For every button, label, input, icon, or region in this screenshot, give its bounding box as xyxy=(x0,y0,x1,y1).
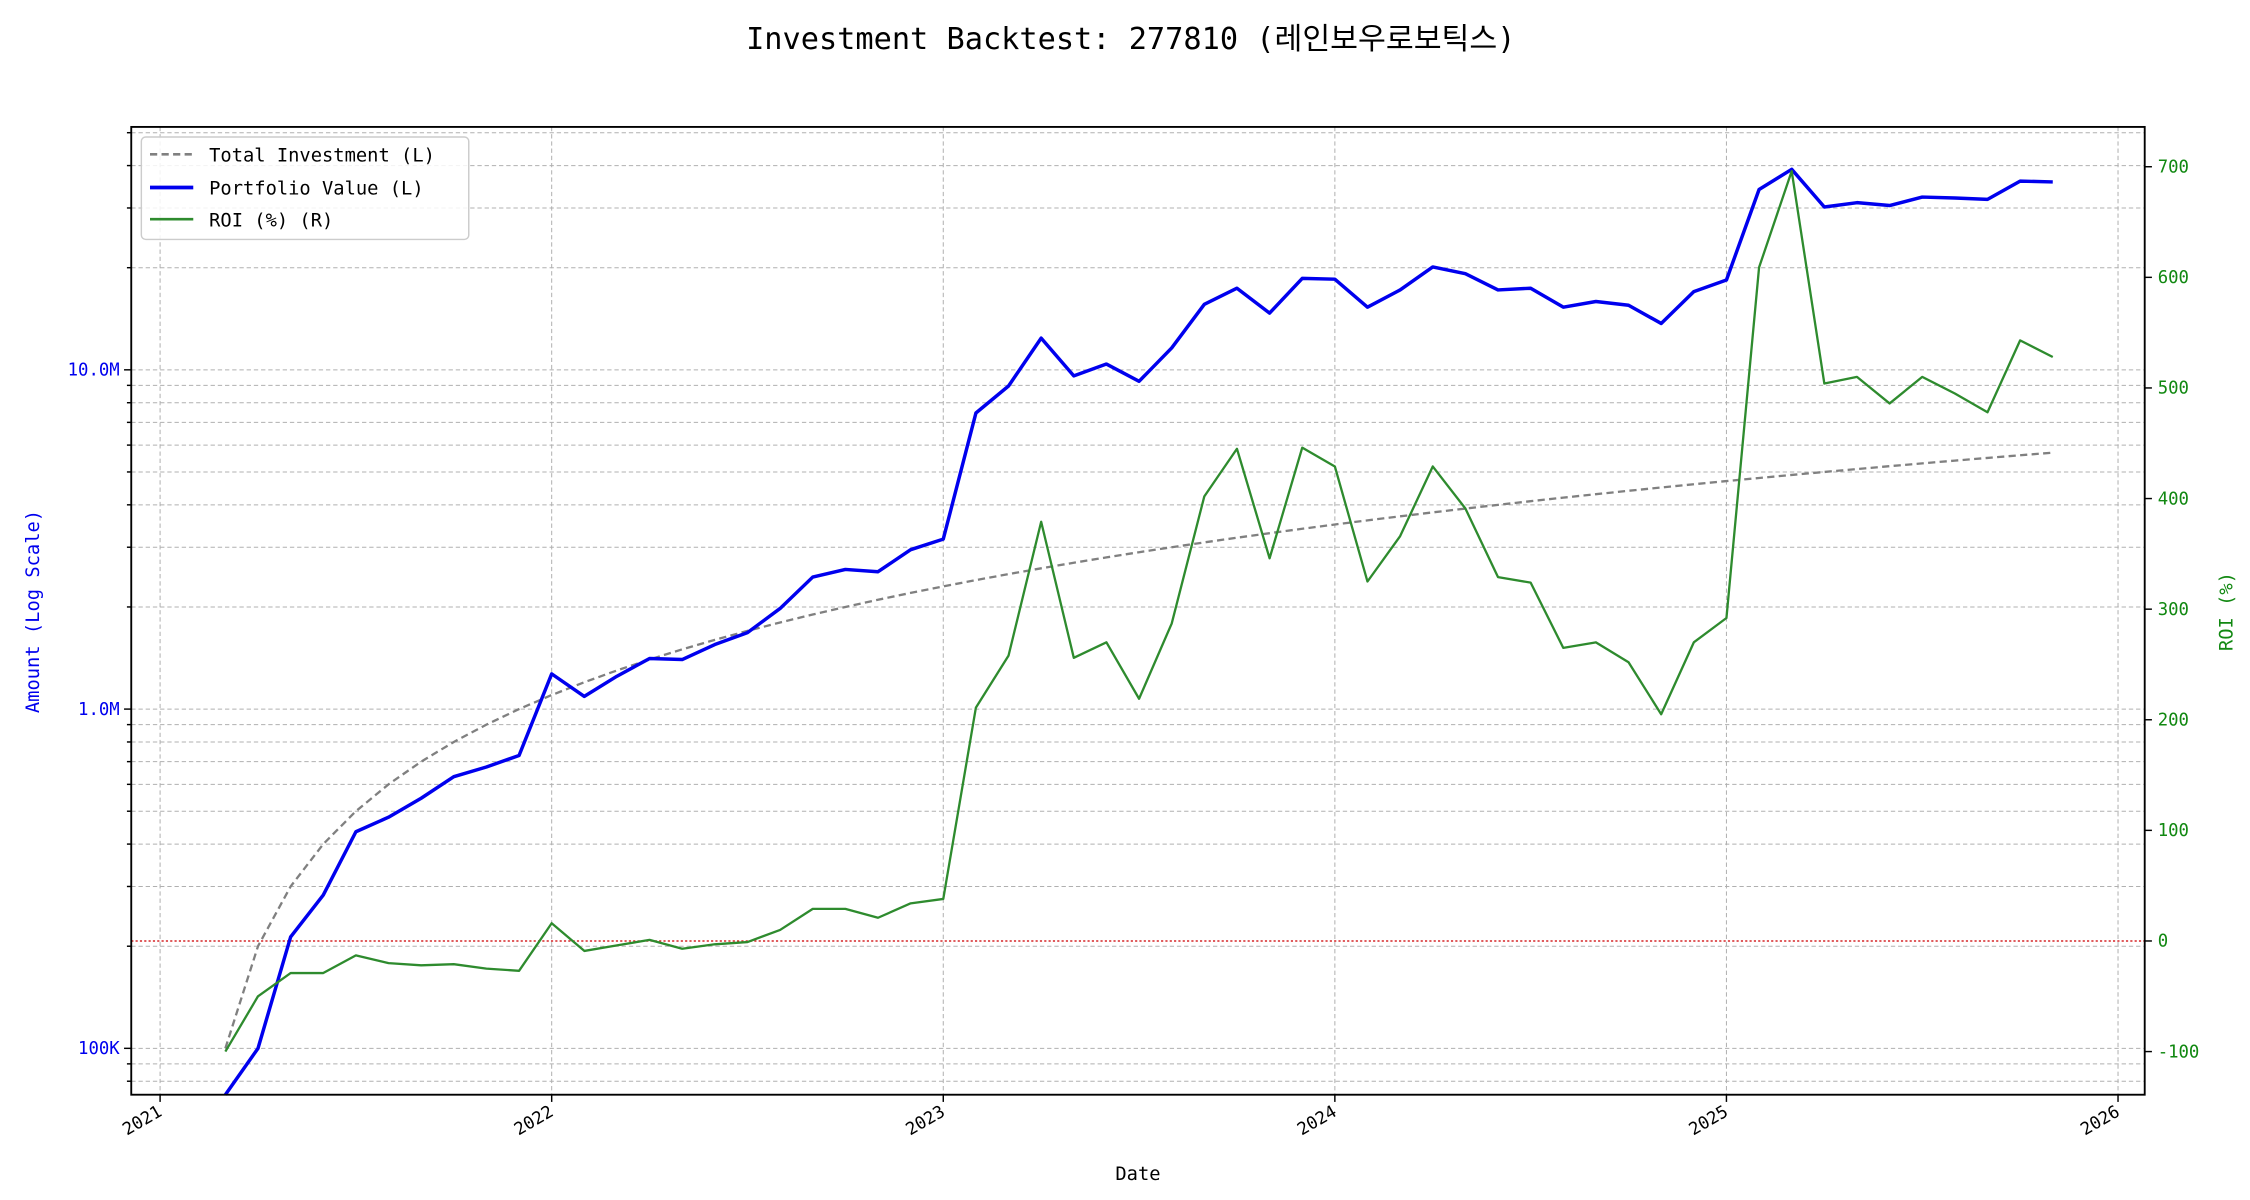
x-axis-label: Date xyxy=(1115,1164,1160,1185)
legend: Total Investment (L) Portfolio Value (L)… xyxy=(140,136,470,241)
x-tick-label: 2022 xyxy=(511,1102,557,1140)
x-tick-label: 2025 xyxy=(1686,1102,1732,1140)
right-tick-label: 700 xyxy=(2158,158,2189,178)
roi-line xyxy=(224,170,2054,1053)
x-tick-label: 2024 xyxy=(1294,1102,1340,1140)
x-tick-label: 2021 xyxy=(119,1102,165,1140)
legend-label-total: Total Investment (L) xyxy=(209,146,435,167)
left-tick-label: 1.0M xyxy=(78,700,120,720)
right-tick-label: 500 xyxy=(2158,379,2189,399)
legend-label-portfolio: Portfolio Value (L) xyxy=(209,179,423,200)
left-tick-label: 100K xyxy=(78,1039,120,1059)
left-tick-label: 10.0M xyxy=(68,361,120,381)
chart-title: Investment Backtest: 277810 (레인보우로보틱스) xyxy=(746,22,1515,57)
grid xyxy=(131,126,2145,1095)
x-tick-label: 2026 xyxy=(2077,1102,2123,1140)
right-tick-label: 200 xyxy=(2158,711,2189,731)
plot-marks xyxy=(131,167,2145,1096)
axes: 100K 1.0M 10.0M 2021 2022 2023 2024 2025 2026 -10… xyxy=(68,131,2200,1140)
right-tick-label: 300 xyxy=(2158,600,2189,620)
total-investment-line xyxy=(224,451,2053,1049)
plot-frame xyxy=(130,125,2146,1096)
right-tick-label: 600 xyxy=(2158,268,2189,288)
right-axis-label: ROI (%) xyxy=(2217,572,2238,651)
right-tick-label: -100 xyxy=(2158,1042,2200,1062)
legend-box xyxy=(140,136,470,241)
left-axis-label: Amount (Log Scale) xyxy=(23,510,44,713)
x-tick-label: 2023 xyxy=(903,1102,949,1140)
right-tick-label: 100 xyxy=(2158,821,2189,841)
right-tick-label: 400 xyxy=(2158,489,2189,509)
legend-label-roi: ROI (%) (R) xyxy=(209,210,333,231)
portfolio-value-line xyxy=(223,167,2053,1096)
right-tick-label: 0 xyxy=(2158,932,2168,952)
